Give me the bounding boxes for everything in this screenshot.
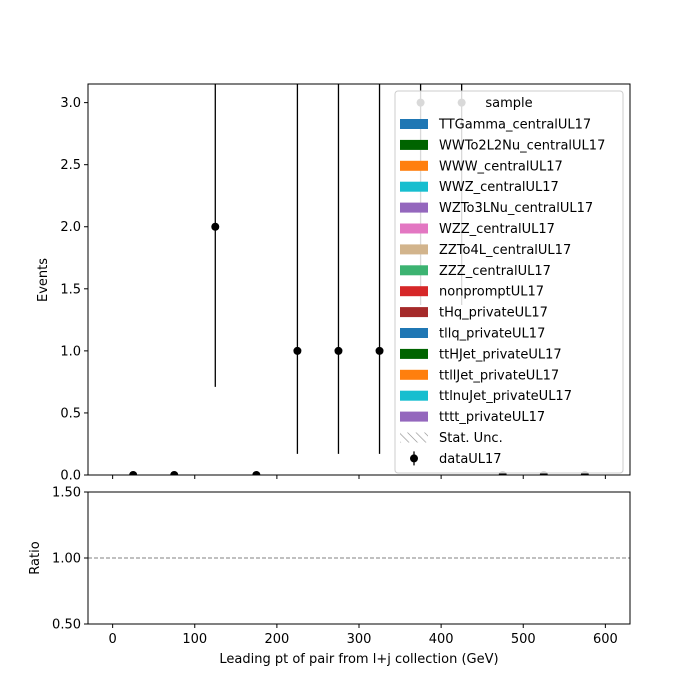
legend-swatch-marker xyxy=(410,454,418,463)
x-axis-label: Leading pt of pair from l+j collection (… xyxy=(219,652,498,667)
events-y-axis-label: Events xyxy=(36,258,51,302)
ratio-x-ticks: 0 100 200 300 400 500 600 xyxy=(108,624,618,647)
data-point xyxy=(334,346,343,355)
ratio-y-axis-label: Ratio xyxy=(28,541,43,574)
legend-swatch xyxy=(400,160,428,171)
legend-swatch xyxy=(400,265,428,276)
x-tick-label: 100 xyxy=(182,632,207,647)
legend-label: tttt_privateUL17 xyxy=(439,410,545,425)
x-tick-label: 600 xyxy=(593,632,618,647)
legend-swatch xyxy=(400,244,428,255)
x-tick-label: 0 xyxy=(108,632,116,647)
x-tick-label: 200 xyxy=(264,632,289,647)
data-point xyxy=(252,471,261,475)
legend-swatch xyxy=(400,390,428,401)
legend-label: ttHJet_privateUL17 xyxy=(439,347,562,362)
legend-label: dataUL17 xyxy=(439,452,502,467)
legend-label: WWTo2L2Nu_centralUL17 xyxy=(439,138,605,153)
legend-box xyxy=(394,90,624,474)
data-point xyxy=(375,346,384,355)
legend-swatch xyxy=(400,348,428,359)
events-y-ticks: 0.0 0.5 1.0 1.5 2.0 2.5 3.0 xyxy=(60,96,88,484)
ratio-y-tick-label: 1.50 xyxy=(52,486,81,501)
x-tick-label: 500 xyxy=(511,632,536,647)
events-y-tick-label: 0.0 xyxy=(60,469,81,484)
legend-entries: TTGamma_centralUL17 WWTo2L2Nu_centralUL17… xyxy=(400,118,605,467)
legend-label: ZZTo4L_centralUL17 xyxy=(439,243,571,258)
events-y-tick-label: 1.5 xyxy=(60,282,81,297)
legend-swatch xyxy=(400,202,428,213)
legend-label: WZZ_centralUL17 xyxy=(439,222,555,237)
data-point xyxy=(211,222,220,231)
x-tick-label: 400 xyxy=(429,632,454,647)
ratio-y-ticks: 0.50 1.00 1.50 xyxy=(52,486,88,633)
events-x-ticks xyxy=(112,475,606,479)
legend-swatch xyxy=(400,286,428,297)
ratio-y-tick-label: 1.00 xyxy=(52,552,81,567)
data-point xyxy=(293,346,302,355)
events-y-tick-label: 2.5 xyxy=(60,158,81,173)
legend-swatch xyxy=(400,119,428,129)
legend-swatch xyxy=(400,139,428,150)
legend-title: sample xyxy=(485,96,532,111)
legend-swatch xyxy=(400,181,428,192)
ratio-y-tick-label: 0.50 xyxy=(52,618,81,633)
legend-label: tllq_privateUL17 xyxy=(439,327,545,342)
legend-label: WZTo3LNu_centralUL17 xyxy=(439,201,593,216)
legend-label: WWZ_centralUL17 xyxy=(439,180,559,195)
legend-swatch-hatch xyxy=(400,432,428,443)
legend-label: nonpromptUL17 xyxy=(439,285,544,300)
legend-swatch xyxy=(400,328,428,338)
events-y-tick-label: 0.5 xyxy=(60,406,81,421)
legend-label: ttllJet_privateUL17 xyxy=(439,368,559,383)
events-y-tick-label: 3.0 xyxy=(60,96,81,111)
data-point xyxy=(170,471,179,475)
legend-label: ttlnuJet_privateUL17 xyxy=(439,389,572,404)
legend: sample TTGamma_centralUL17 WWTo2L2Nu_cent… xyxy=(394,90,624,474)
legend-swatch xyxy=(400,307,428,318)
legend-swatch xyxy=(400,369,428,380)
legend-label: TTGamma_centralUL17 xyxy=(438,118,591,133)
x-tick-label: 300 xyxy=(347,632,372,647)
legend-swatch xyxy=(400,223,428,234)
legend-label: ZZZ_centralUL17 xyxy=(439,264,551,279)
legend-label: Stat. Unc. xyxy=(439,431,503,446)
events-y-tick-label: 1.0 xyxy=(60,344,81,359)
ratio-panel: 0.50 1.00 1.50 0 100 200 300 400 500 600 Ratio L… xyxy=(28,486,631,667)
events-y-tick-label: 2.0 xyxy=(60,220,81,235)
data-point xyxy=(129,471,138,475)
legend-swatch xyxy=(400,411,428,422)
legend-label: WWW_centralUL17 xyxy=(439,159,563,174)
legend-label: tHq_privateUL17 xyxy=(439,306,548,321)
